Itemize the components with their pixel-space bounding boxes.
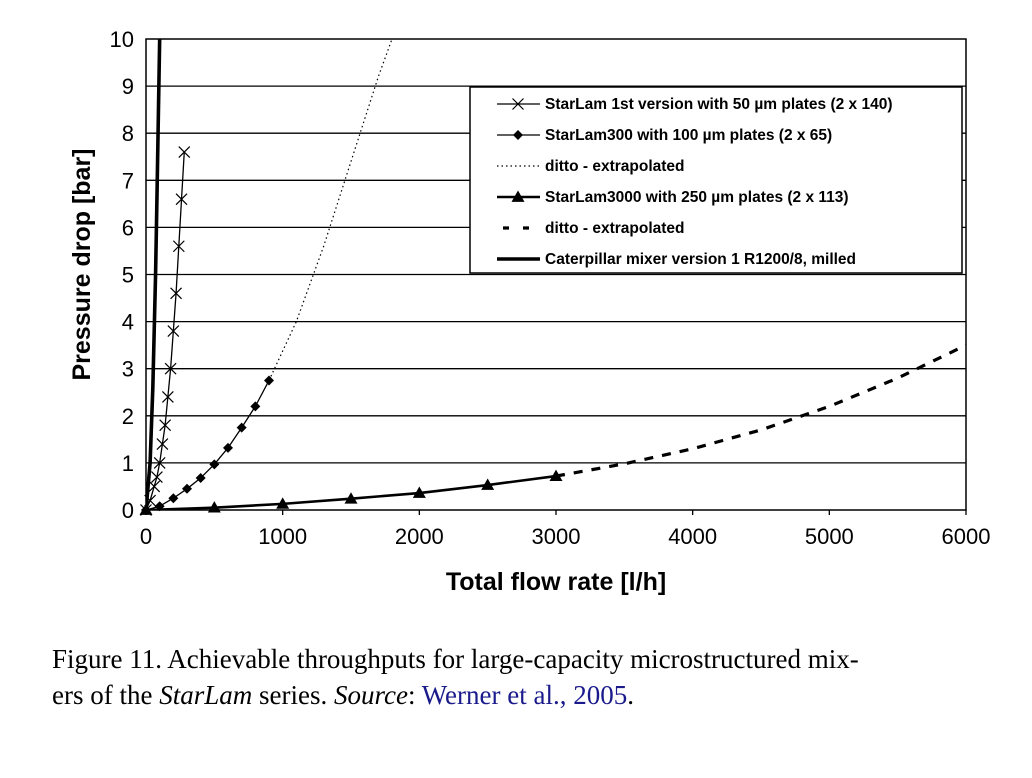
y-tick-label: 10 <box>110 27 134 52</box>
caption-middle: series. <box>252 680 334 710</box>
x-axis-title: Total flow rate [l/h] <box>446 568 666 596</box>
x-marker <box>161 391 174 403</box>
x-tick-label: 2000 <box>395 524 444 549</box>
y-tick-label: 3 <box>122 357 134 382</box>
y-axis-title: Pressure drop [bar] <box>68 148 96 380</box>
series-3 <box>268 39 393 381</box>
tick-labels: 0 1 2 3 4 5 6 7 8 9 10 0 1000 2000 3000 4000 5000 6000 <box>110 27 991 549</box>
series-line <box>268 39 393 381</box>
triangle-marker <box>511 190 525 202</box>
x-marker <box>178 146 191 158</box>
legend-box <box>469 86 963 274</box>
x-tick-label: 0 <box>140 524 152 549</box>
caption-end: . <box>627 680 634 710</box>
figure-caption: Figure 11. Achievable throughputs for la… <box>52 641 1012 713</box>
caption-reference-link[interactable]: Werner et al., 2005 <box>421 680 628 710</box>
triangle-marker <box>276 497 290 509</box>
triangle-marker <box>412 486 426 498</box>
legend-entry: StarLam300 with 100 µm plates (2 x 65) <box>497 127 832 144</box>
series-1 <box>140 146 191 516</box>
x-marker <box>164 362 177 375</box>
diamond-marker <box>209 459 220 470</box>
diamond-marker <box>168 493 179 504</box>
series-6 <box>146 39 162 510</box>
y-tick-label: 5 <box>122 263 134 288</box>
caption-source-label: Source <box>333 680 408 710</box>
legend-label: StarLam300 with 100 µm plates (2 x 65) <box>545 127 832 144</box>
x-marker <box>512 98 524 110</box>
y-tick-label: 4 <box>122 310 134 335</box>
legend-entry: Caterpillar mixer version 1 R1200/8, mil… <box>497 251 856 268</box>
x-marker <box>167 325 180 337</box>
triangle-marker <box>481 478 495 490</box>
legend-entry: ditto - extrapolated <box>503 220 685 237</box>
y-tick-label: 9 <box>122 74 134 99</box>
caption-line2-start: ers of the <box>52 680 160 710</box>
x-tick-label: 1000 <box>258 524 307 549</box>
legend-label: StarLam 1st version with 50 µm plates (2… <box>545 96 893 113</box>
x-tick-label: 6000 <box>942 524 991 549</box>
diamond-marker <box>223 442 233 453</box>
pressure-drop-chart: 0 1 2 3 4 5 6 7 8 9 10 0 1000 2000 3000 4000 5000 6000 To… <box>68 27 991 596</box>
legend-label: StarLam3000 with 250 µm plates (2 x 113) <box>545 189 849 206</box>
x-marker <box>156 438 169 450</box>
series-line <box>146 152 185 510</box>
y-tick-label: 8 <box>122 121 134 146</box>
triangle-marker <box>344 492 358 504</box>
legend: StarLam 1st version with 50 µm plates (2… <box>469 86 963 274</box>
y-tick-label: 0 <box>122 498 134 523</box>
legend-label: Caterpillar mixer version 1 R1200/8, mil… <box>545 251 856 268</box>
caption-colon: : <box>407 680 422 710</box>
diamond-marker <box>236 422 247 433</box>
y-tick-label: 7 <box>122 168 134 193</box>
series-line <box>146 39 162 510</box>
legend-label: ditto - extrapolated <box>545 158 685 175</box>
diamond-marker <box>250 401 261 412</box>
y-tick-label: 1 <box>122 451 134 476</box>
diamond-marker <box>182 483 192 494</box>
legend-entry: ditto - extrapolated <box>497 158 685 175</box>
x-marker <box>172 240 185 253</box>
x-tick-label: 3000 <box>532 524 581 549</box>
x-marker <box>175 193 188 206</box>
x-marker <box>153 456 166 469</box>
series-line <box>555 343 966 478</box>
x-marker <box>170 287 182 300</box>
series-line <box>146 380 270 510</box>
legend-entry: StarLam3000 with 250 µm plates (2 x 113) <box>497 189 849 206</box>
x-marker <box>151 471 163 483</box>
legend-entry: StarLam 1st version with 50 µm plates (2… <box>497 96 893 113</box>
x-tick-label: 4000 <box>668 524 717 549</box>
series-2 <box>141 375 274 515</box>
y-tick-label: 6 <box>122 215 134 240</box>
x-tick-label: 5000 <box>805 524 854 549</box>
diamond-marker <box>195 472 206 483</box>
series-5 <box>555 343 966 478</box>
caption-series-name: StarLam <box>159 680 253 710</box>
diamond-marker <box>513 130 523 140</box>
x-marker <box>148 480 161 493</box>
legend-label: ditto - extrapolated <box>545 220 685 237</box>
y-tick-label: 2 <box>122 404 134 429</box>
series-layer <box>139 39 966 516</box>
caption-line1: Figure 11. Achievable throughputs for la… <box>52 644 859 674</box>
x-marker <box>159 419 172 432</box>
